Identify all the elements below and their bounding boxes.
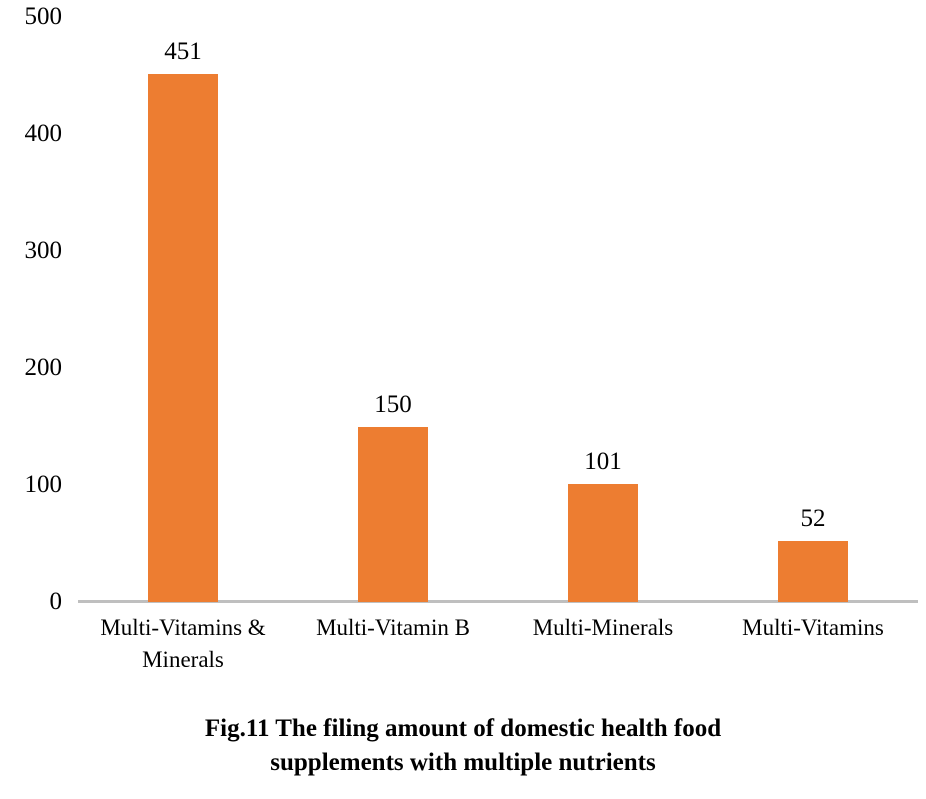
chart-title: Fig.11 The filing amount of domestic hea… bbox=[0, 712, 926, 780]
bar-multi-vitamin-b bbox=[358, 426, 428, 602]
x-axis-line bbox=[78, 600, 918, 603]
y-tick-label-0: 0 bbox=[49, 588, 63, 615]
x-axis-label-multi-vitamins: Multi-Vitamins bbox=[742, 615, 884, 640]
bar-multi-minerals bbox=[568, 483, 638, 602]
y-tick-label-500: 500 bbox=[24, 3, 63, 30]
bar-multi-vitamins bbox=[778, 541, 848, 602]
x-axis-label-multi-minerals: Multi-Minerals bbox=[532, 615, 674, 640]
y-tick-label-300: 300 bbox=[24, 237, 63, 264]
chart-title-line-2: supplements with multiple nutrients bbox=[270, 749, 656, 776]
x-axis-label-multi-vitamins-minerals: Multi-Vitamins & Minerals bbox=[100, 615, 266, 672]
data-label-multi-vitamins-minerals: 451 bbox=[164, 38, 202, 66]
y-tick-label-200: 200 bbox=[24, 354, 63, 381]
bar-multi-vitamins-minerals bbox=[148, 74, 218, 602]
chart-title-line-1: Fig.11 The filing amount of domestic hea… bbox=[204, 715, 722, 742]
data-label-multi-vitamins: 52 bbox=[800, 505, 826, 533]
y-tick-label-400: 400 bbox=[24, 120, 63, 147]
y-tick-label-100: 100 bbox=[24, 471, 63, 498]
data-label-multi-vitamin-b: 150 bbox=[374, 390, 412, 418]
x-axis-label-multi-vitamin-b: Multi-Vitamin B bbox=[316, 615, 470, 640]
data-label-multi-minerals: 101 bbox=[584, 447, 622, 475]
